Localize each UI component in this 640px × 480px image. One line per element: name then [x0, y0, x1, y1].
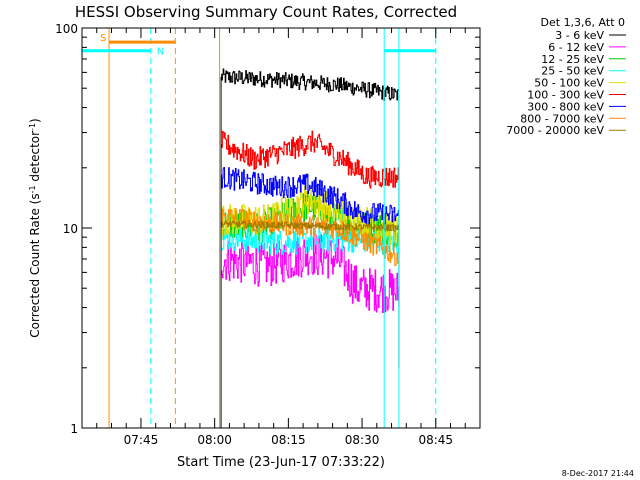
legend-label: 800 - 7000 keV [520, 112, 604, 125]
legend-label: 50 - 100 keV [534, 77, 604, 90]
legend-label: 3 - 6 keV [555, 29, 604, 42]
y-axis-label-part: ) [28, 118, 42, 123]
series-line-5 [221, 130, 400, 189]
x-tick-label: 08:30 [345, 433, 380, 447]
x-tick-label: 07:45 [124, 433, 159, 447]
legend-label: 25 - 50 keV [541, 65, 604, 78]
y-tick-label: 100 [55, 22, 78, 36]
legend-label: 100 - 300 keV [527, 89, 604, 102]
legend-title: Det 1,3,6, Att 0 [541, 16, 625, 29]
night-label: N [157, 47, 164, 58]
series-line-8 [221, 220, 400, 232]
legend-label: 300 - 800 keV [527, 100, 604, 113]
series-line-7 [221, 208, 400, 266]
saa-label: S [100, 33, 106, 44]
series-line-0 [221, 68, 400, 101]
y-tick-label: 1 [70, 422, 78, 436]
y-axis-label-sup: -1 [28, 185, 37, 193]
axes-layer: 1 10 100 07:45 08:00 08:15 08:30 08:45 [55, 22, 481, 447]
y-axis-label-sup: -1 [28, 123, 37, 131]
x-tick-label: 08:45 [418, 433, 453, 447]
footer-timestamp: 8-Dec-2017 21:44 [562, 469, 634, 478]
x-tick-label: 08:15 [271, 433, 306, 447]
y-tick-label: 10 [63, 222, 78, 236]
series-line-6 [221, 167, 400, 226]
annotations-layer: SN [82, 28, 437, 428]
series-line-1 [221, 234, 400, 313]
legend-label: 7000 - 20000 keV [506, 124, 604, 137]
x-tick-label: 08:00 [197, 433, 232, 447]
x-axis-label: Start Time (23-Jun-17 07:33:22) [177, 455, 385, 470]
legend-label: 6 - 12 keV [548, 41, 604, 54]
legend-label: 12 - 25 keV [541, 53, 604, 66]
y-axis-label-part: detector [28, 131, 42, 186]
y-axis-label: Corrected Count Rate (s-1 detector-1) [28, 118, 43, 337]
y-axis-label-part: Corrected Count Rate (s [28, 193, 42, 337]
chart-title: HESSI Observing Summary Count Rates, Cor… [75, 3, 457, 21]
